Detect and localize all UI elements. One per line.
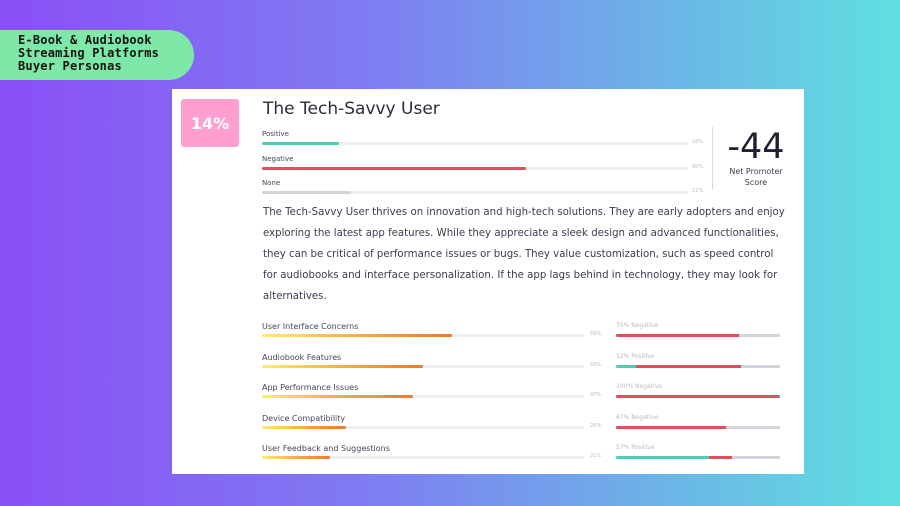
topic-sentiment-row: 67% Negative (616, 414, 781, 429)
sentiment-track (262, 142, 688, 145)
topic-label: User Interface Concerns (262, 322, 359, 331)
topic-sentiment-track (616, 456, 780, 459)
nps-label: Net Promoter Score (729, 167, 783, 187)
topic-sentiment-label: 75% Negative (616, 322, 659, 329)
topic-value: 50% (590, 362, 602, 368)
sentiment-value: 16% (692, 139, 704, 145)
topic-track (262, 365, 584, 368)
negative-segment (709, 456, 733, 459)
topic-value: 59% (590, 331, 602, 337)
persona-share-badge: 14% (181, 99, 239, 147)
nps-score: -44 (727, 127, 785, 167)
topic-sentiment-track (616, 365, 780, 368)
topic-track (262, 456, 584, 459)
sentiment-value: 60% (692, 164, 704, 170)
sentiment-row-negative: Negative 60% (262, 155, 712, 170)
persona-card: 14% The Tech-Savvy User Positive 16% Neg… (172, 89, 804, 474)
tag-line-2: Streaming Platforms (18, 46, 160, 60)
sentiment-fill (262, 191, 352, 194)
topic-sentiment-track (616, 334, 780, 337)
topic-row: Audiobook Features 50% (262, 353, 607, 368)
sentiment-fill (262, 167, 527, 170)
topic-row: User Feedback and Suggestions 21% (262, 444, 607, 459)
topic-row: App Performance Issues 47% (262, 383, 607, 398)
positive-segment (616, 365, 636, 368)
topic-sentiment-row: 57% Positive (616, 444, 781, 459)
positive-segment (616, 456, 710, 459)
persona-tag: E-Book & Audiobook Streaming Platforms B… (0, 30, 194, 80)
sentiment-label: Positive (262, 130, 289, 138)
topic-track (262, 426, 584, 429)
topic-track (262, 334, 584, 337)
sentiment-track (262, 167, 688, 170)
negative-segment (616, 426, 726, 429)
topic-fill (262, 426, 346, 429)
sentiment-value: 21% (692, 188, 704, 194)
topic-value: 21% (590, 453, 602, 459)
topic-fill (262, 395, 414, 398)
negative-segment (616, 334, 739, 337)
persona-description: The Tech-Savvy User thrives on innovatio… (263, 207, 785, 302)
topic-sentiment-row: 100% Negative (616, 383, 781, 398)
topic-row: Device Compatibility 26% (262, 414, 607, 429)
negative-segment (616, 395, 780, 398)
topic-sentiment-label: 67% Negative (616, 414, 659, 421)
sentiment-row-none: None 21% (262, 179, 712, 194)
nps-divider (712, 127, 713, 189)
topic-track (262, 395, 584, 398)
topic-sentiment-label: 57% Positive (616, 444, 655, 451)
topic-fill (262, 365, 423, 368)
topic-sentiment-track (616, 426, 780, 429)
sentiment-row-positive: Positive 16% (262, 130, 712, 145)
topic-sentiment-track (616, 395, 780, 398)
topic-sentiment-row: 75% Negative (616, 322, 781, 337)
persona-title: The Tech-Savvy User (263, 99, 440, 119)
topic-sentiment-row: 12% Positive (616, 353, 781, 368)
sentiment-fill (262, 142, 339, 145)
topic-label: App Performance Issues (262, 383, 359, 392)
topic-sentiment-label: 100% Negative (616, 383, 662, 390)
topic-row: User Interface Concerns 59% (262, 322, 607, 337)
topic-value: 47% (590, 392, 602, 398)
tag-line-3: Buyer Personas (18, 59, 122, 73)
topic-fill (262, 334, 452, 337)
topic-sentiment-label: 12% Positive (616, 353, 655, 360)
tag-line-1: E-Book & Audiobook (18, 33, 152, 47)
topic-label: User Feedback and Suggestions (262, 444, 390, 453)
sentiment-label: Negative (262, 155, 294, 163)
topic-label: Audiobook Features (262, 353, 342, 362)
topic-fill (262, 456, 330, 459)
topic-label: Device Compatibility (262, 414, 346, 423)
negative-segment (635, 365, 741, 368)
sentiment-track (262, 191, 688, 194)
sentiment-label: None (262, 179, 281, 187)
topic-value: 26% (590, 423, 602, 429)
